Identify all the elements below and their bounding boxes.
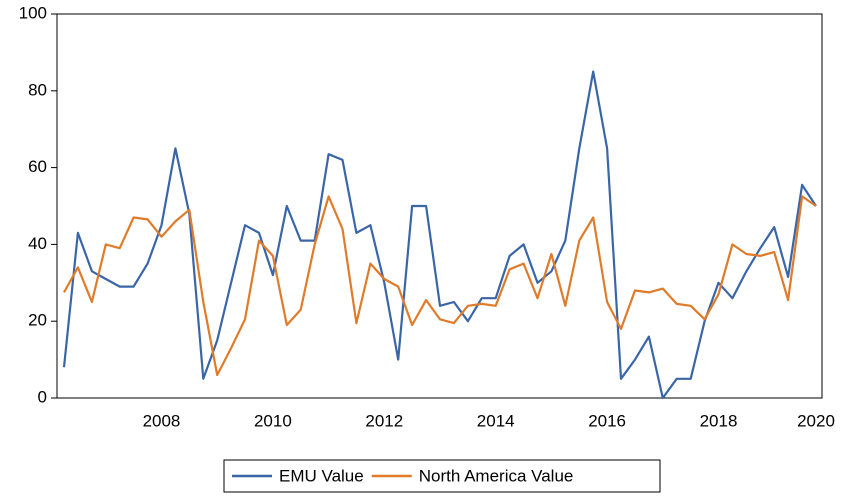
x-tick-label: 2008 xyxy=(143,411,181,430)
y-tick-label: 40 xyxy=(28,234,47,253)
y-tick-label: 20 xyxy=(28,311,47,330)
y-tick-label: 60 xyxy=(28,157,47,176)
y-tick-label: 100 xyxy=(19,3,47,22)
x-tick-label: 2010 xyxy=(254,411,292,430)
x-tick-label: 2014 xyxy=(477,411,515,430)
legend-box xyxy=(223,459,661,493)
plot-frame xyxy=(56,13,823,399)
x-tick-label: 2020 xyxy=(797,411,835,430)
y-tick-label: 0 xyxy=(38,387,47,406)
line xyxy=(63,195,817,377)
x-tick-label: 2012 xyxy=(365,411,403,430)
line xyxy=(62,70,817,400)
y-tick-label: 80 xyxy=(28,80,47,99)
x-tick-label: 2016 xyxy=(588,411,626,430)
x-tick-label: 2018 xyxy=(700,411,738,430)
legend-label: EMU Value xyxy=(279,466,364,485)
legend-label: North America Value xyxy=(419,466,574,485)
